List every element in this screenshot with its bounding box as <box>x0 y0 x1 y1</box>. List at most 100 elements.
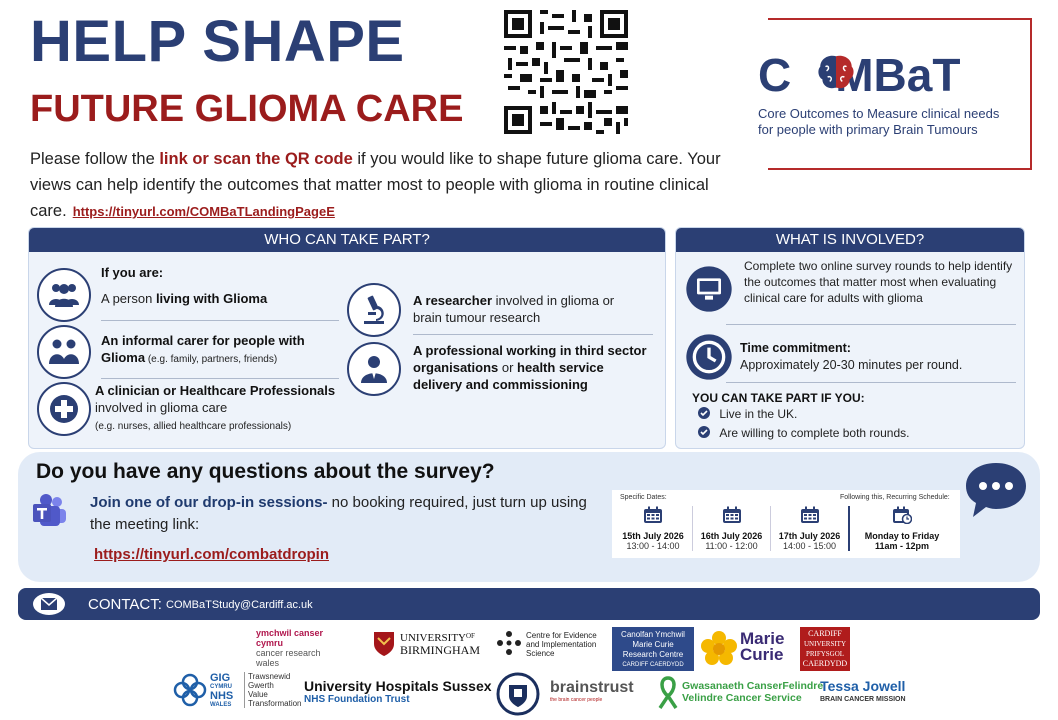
carer-bold: An informal carer for people with Glioma <box>101 333 305 365</box>
calendar-icon <box>644 506 662 523</box>
ycr-line4: wales <box>256 658 280 668</box>
eligible-item-text: Live in the UK. <box>719 407 798 421</box>
ceis-line1: Centre for Evidence <box>526 631 597 640</box>
brain-icon <box>818 55 854 89</box>
schedule-date-item: 15th July 2026 13:00 - 14:00 <box>614 506 692 551</box>
vt-line3: Value <box>248 690 268 699</box>
if-you-are-text: If you are: <box>101 265 164 280</box>
eligible-item-text: Are willing to complete both rounds. <box>719 426 910 440</box>
combat-logo-frame <box>768 18 1032 170</box>
recurring-schedule-label: Following this, Recurring Schedule: <box>840 494 950 501</box>
questions-title: Do you have any questions about the surv… <box>36 460 495 483</box>
professional-bold2: health service delivery and commissionin… <box>413 360 604 392</box>
divider <box>101 320 339 321</box>
value-transformation-logo: Trawsnewid Gwerth Value Transformation <box>244 672 302 708</box>
teams-icon <box>33 494 66 526</box>
nhs-wales-knot-icon <box>173 673 207 707</box>
velindre-line1: Gwasanaeth CanserFelindre <box>682 680 824 692</box>
ceis-line2: and Implementation <box>526 640 597 649</box>
recurring-schedule-item: Monday to Friday 11am - 12pm <box>848 506 954 551</box>
carer-examples: (e.g. family, partners, friends) <box>145 354 278 365</box>
marie-curie-line2: Curie <box>740 645 784 664</box>
drop-in-link[interactable]: https://tinyurl.com/combatdropin <box>94 546 329 563</box>
time-commitment: Time commitment: Approximately 20-30 minu… <box>740 340 1020 374</box>
landing-page-link[interactable]: https://tinyurl.com/COMBaTLandingPageE <box>72 204 335 219</box>
ycr-cancer-research-wales-logo: ymchwil canser cymru cancer research wal… <box>256 628 323 668</box>
involved-panel-heading: WHAT IS INVOLVED? <box>676 228 1024 252</box>
velindre-line2: Velindre Cancer Service <box>682 692 802 704</box>
uob-line1: UNIVERSITY <box>400 632 466 644</box>
who-can-take-part-panel: WHO CAN TAKE PART? If you are: A person … <box>28 227 666 449</box>
brainstrust-line1: brainstrust <box>550 679 634 696</box>
ceis-logo-icon <box>497 631 521 655</box>
divider <box>413 334 653 335</box>
contact-email[interactable]: COMBaTStudy@Cardiff.ac.uk <box>166 599 313 611</box>
ycr-line1: ymchwil canser <box>256 628 324 638</box>
uob-line2: OF <box>466 632 475 640</box>
schedule-date-item: 17th July 2026 14:00 - 15:00 <box>770 506 848 551</box>
calendar-icon <box>800 506 819 523</box>
living-bold: living with Glioma <box>155 291 268 306</box>
clinician-examples: (e.g. nurses, allied healthcare professi… <box>95 421 292 432</box>
nhs-line1: GIG <box>210 672 231 684</box>
cardiff-line3: PRIFYSGOL <box>805 650 845 658</box>
velindre-cancer-service-logo: Gwasanaeth CanserFelindre Velindre Cance… <box>682 680 823 704</box>
clinician-rest: involved in glioma care <box>95 400 228 415</box>
drop-in-bold: Join one of our drop-in sessions- <box>90 494 328 511</box>
contact-bar <box>18 588 1040 620</box>
nhs-line3: NHS <box>210 690 234 702</box>
ycr-line3: cancer research <box>256 648 321 658</box>
researcher-item: A researcher involved in glioma or brain… <box>413 292 643 326</box>
ycr-line2: cymru <box>256 638 284 648</box>
mcrc-line2: Marie Curie <box>632 640 674 649</box>
uhs-line2: NHS Foundation Trust <box>304 694 410 705</box>
schedule-date-item: 16th July 2026 11:00 - 12:00 <box>692 506 770 551</box>
calendar-clock-icon <box>893 506 913 525</box>
daffodil-icon <box>701 631 737 665</box>
divider <box>726 324 1016 325</box>
eligible-item: Are willing to complete both rounds. <box>698 425 909 442</box>
researcher-rest: involved in glioma or brain tumour resea… <box>413 293 615 325</box>
cardiff-university-logo: CARDIFF UNIVERSITY PRIFYSGOL CAERDYDD <box>800 627 850 671</box>
tessa-jowell-line2: BRAIN CANCER MISSION <box>820 696 906 703</box>
uob-top-line: UNIVERSITYOF <box>400 630 480 644</box>
combat-logo-letters-mbat: MBaT <box>835 49 961 101</box>
marie-curie-research-centre-logo: Canolfan Ymchwil Marie Curie Research Ce… <box>612 627 694 671</box>
headline-help-shape: HELP SHAPE <box>30 9 405 74</box>
schedule-time: 13:00 - 14:00 <box>626 541 680 551</box>
schedule-time: 14:00 - 15:00 <box>782 541 837 551</box>
who-panel-heading: WHO CAN TAKE PART? <box>29 228 665 252</box>
if-you-are-label: If you are: <box>101 264 163 281</box>
divider <box>101 378 339 379</box>
schedule-date: 15th July 2026 <box>622 531 684 541</box>
university-of-birmingham-logo: UNIVERSITYOF BIRMINGHAM <box>400 630 480 656</box>
time-text: Approximately 20-30 minutes per round. <box>740 358 963 372</box>
nhs-line2: CYMRU <box>210 684 232 690</box>
check-circle-icon <box>698 426 710 438</box>
chat-bubble-icon <box>966 463 1026 517</box>
recurring-days: Monday to Friday <box>864 531 940 541</box>
nhs-line4: WALES <box>210 702 232 708</box>
drop-in-text: Join one of our drop-in sessions- no boo… <box>90 492 610 536</box>
clinician-item: A clinician or Healthcare Professionals … <box>95 382 355 435</box>
intro-text-part2: if you would like to shape future glioma… <box>30 150 721 220</box>
university-of-edinburgh-crest-icon <box>496 672 540 716</box>
clock-icon <box>684 332 734 382</box>
uob-line3: BIRMINGHAM <box>400 643 481 657</box>
qr-code[interactable] <box>500 6 632 138</box>
time-label: Time commitment: <box>740 341 851 355</box>
nhs-wales-logo: GIG CYMRU NHS WALES <box>210 672 234 710</box>
survey-description: Complete two online survey rounds to hel… <box>744 259 1013 305</box>
brainstrust-line2: the brain cancer people <box>550 697 603 703</box>
clinician-bold: A clinician or Healthcare Professionals <box>95 383 336 398</box>
vt-line2: Gwerth <box>248 681 274 690</box>
combat-logo-subtitle-line1: Core Outcomes to Measure clinical needs <box>758 106 1000 121</box>
combat-logo-wordmark: C MBaT <box>758 48 960 102</box>
headline-future-glioma-care: FUTURE GLIOMA CARE <box>30 88 464 130</box>
eligible-heading-text: YOU CAN TAKE PART IF YOU: <box>692 391 865 405</box>
specific-dates-label: Specific Dates: <box>620 494 667 501</box>
eligible-item: Live in the UK. <box>698 406 797 423</box>
ceis-logo: Centre for Evidence and Implementation S… <box>526 631 597 658</box>
email-icon <box>33 593 65 615</box>
researcher-bold: A researcher <box>413 293 493 308</box>
